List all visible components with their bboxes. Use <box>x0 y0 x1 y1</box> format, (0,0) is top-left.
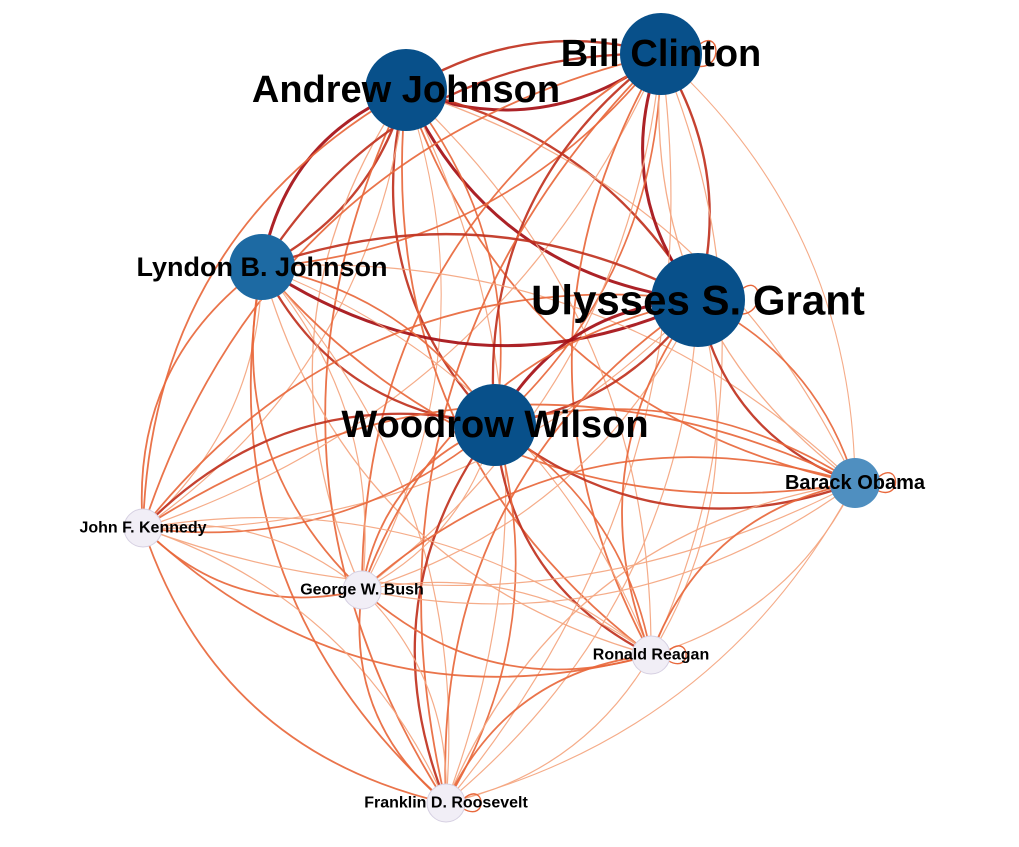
edge-ulysses-s-grant-franklin-d-roosevelt-1 <box>445 299 699 804</box>
edge-john-f-kennedy-ronald-reagan-1 <box>142 516 652 656</box>
edge-barack-obama-franklin-d-roosevelt-0 <box>445 482 856 804</box>
edge-lyndon-b-johnson-ulysses-s-grant-0 <box>260 265 700 348</box>
node-franklin-d-roosevelt[interactable] <box>426 783 466 823</box>
node-john-f-kennedy[interactable] <box>123 508 163 548</box>
edge-george-w-bush-franklin-d-roosevelt-1 <box>361 589 447 804</box>
edge-andrew-johnson-george-w-bush-0 <box>311 89 407 591</box>
edge-lyndon-b-johnson-ulysses-s-grant-1 <box>260 232 700 302</box>
node-bill-clinton[interactable] <box>620 13 702 95</box>
edge-john-f-kennedy-ronald-reagan-0 <box>142 527 652 678</box>
edge-andrew-johnson-barack-obama-0 <box>405 89 856 484</box>
node-ulysses-s-grant[interactable] <box>651 253 745 347</box>
edge-ulysses-s-grant-john-f-kennedy-0 <box>142 293 699 529</box>
edge-george-w-bush-franklin-d-roosevelt-0 <box>358 589 447 804</box>
edge-woodrow-wilson-john-f-kennedy-1 <box>142 424 496 534</box>
edge-ulysses-s-grant-john-f-kennedy-1 <box>142 299 699 529</box>
edge-john-f-kennedy-george-w-bush-1 <box>142 524 363 591</box>
edge-andrew-johnson-john-f-kennedy-1 <box>142 89 407 529</box>
edge-woodrow-wilson-barack-obama-0 <box>493 423 857 510</box>
edge-woodrow-wilson-franklin-d-roosevelt-0 <box>413 423 497 805</box>
edge-lyndon-b-johnson-barack-obama-1 <box>261 264 856 484</box>
edge-lyndon-b-johnson-woodrow-wilson-1 <box>261 266 496 426</box>
node-layer <box>123 13 880 823</box>
edge-andrew-johnson-ronald-reagan-0 <box>401 89 652 656</box>
edge-ulysses-s-grant-ronald-reagan-1 <box>650 299 718 656</box>
edge-andrew-johnson-ulysses-s-grant-0 <box>404 88 700 302</box>
edge-bill-clinton-john-f-kennedy-0 <box>142 53 662 529</box>
self-loop-ulysses-s-grant <box>739 284 759 315</box>
node-ronald-reagan[interactable] <box>631 635 671 675</box>
edge-george-w-bush-ronald-reagan-0 <box>361 589 652 671</box>
edge-andrew-johnson-barack-obama-1 <box>405 89 856 484</box>
edge-barack-obama-george-w-bush-1 <box>361 482 856 605</box>
edge-lyndon-b-johnson-franklin-d-roosevelt-0 <box>249 266 447 804</box>
edge-woodrow-wilson-john-f-kennedy-0 <box>141 412 497 530</box>
node-woodrow-wilson[interactable] <box>454 384 536 466</box>
self-loop-barack-obama <box>876 472 897 494</box>
edge-bill-clinton-franklin-d-roosevelt-0 <box>420 53 662 804</box>
node-barack-obama[interactable] <box>830 458 880 508</box>
self-loop-bill-clinton <box>697 39 717 68</box>
edge-ronald-reagan-franklin-d-roosevelt-0 <box>445 654 652 804</box>
edge-barack-obama-george-w-bush-0 <box>361 456 856 591</box>
edge-woodrow-wilson-franklin-d-roosevelt-1 <box>445 424 517 804</box>
edge-barack-obama-ronald-reagan-1 <box>650 482 856 656</box>
edge-lyndon-b-johnson-ronald-reagan-0 <box>261 266 652 656</box>
edge-bill-clinton-franklin-d-roosevelt-1 <box>445 53 672 804</box>
edge-ronald-reagan-franklin-d-roosevelt-1 <box>445 654 652 804</box>
edge-bill-clinton-george-w-bush-1 <box>361 53 662 591</box>
edge-lyndon-b-johnson-woodrow-wilson-0 <box>260 265 497 427</box>
edge-george-w-bush-ronald-reagan-1 <box>361 581 652 656</box>
edge-andrew-johnson-george-w-bush-1 <box>361 89 442 591</box>
edge-andrew-johnson-woodrow-wilson-1 <box>405 89 502 426</box>
edge-barack-obama-john-f-kennedy-1 <box>142 482 856 587</box>
edge-bill-clinton-george-w-bush-0 <box>361 53 662 591</box>
edge-ulysses-s-grant-george-w-bush-1 <box>361 299 699 591</box>
edge-bill-clinton-woodrow-wilson-1 <box>494 53 662 426</box>
edge-barack-obama-franklin-d-roosevelt-1 <box>445 482 856 804</box>
node-george-w-bush[interactable] <box>342 570 382 610</box>
edge-ulysses-s-grant-franklin-d-roosevelt-0 <box>444 299 699 804</box>
edge-ulysses-s-grant-ronald-reagan-0 <box>621 299 699 656</box>
edge-john-f-kennedy-franklin-d-roosevelt-1 <box>142 527 447 804</box>
edge-lyndon-b-johnson-barack-obama-0 <box>261 266 856 495</box>
edge-bill-clinton-barack-obama-1 <box>660 53 856 484</box>
edge-barack-obama-ronald-reagan-0 <box>650 482 856 656</box>
edge-andrew-johnson-woodrow-wilson-0 <box>391 88 497 427</box>
edge-bill-clinton-john-f-kennedy-1 <box>142 53 662 529</box>
node-andrew-johnson[interactable] <box>365 49 447 131</box>
edge-bill-clinton-ronald-reagan-1 <box>650 53 723 656</box>
edge-andrew-johnson-john-f-kennedy-0 <box>142 89 407 529</box>
edge-lyndon-b-johnson-john-f-kennedy-0 <box>140 266 263 529</box>
edge-bill-clinton-woodrow-wilson-0 <box>491 52 663 427</box>
edge-woodrow-wilson-ronald-reagan-0 <box>493 423 653 657</box>
edge-woodrow-wilson-ronald-reagan-1 <box>494 424 652 656</box>
node-lyndon-b-johnson[interactable] <box>229 234 295 300</box>
edge-john-f-kennedy-george-w-bush-0 <box>142 527 363 599</box>
edge-lyndon-b-johnson-franklin-d-roosevelt-1 <box>261 266 450 804</box>
edge-bill-clinton-lyndon-b-johnson-1 <box>261 53 662 268</box>
edge-woodrow-wilson-barack-obama-1 <box>494 408 856 484</box>
self-loop-ronald-reagan <box>667 645 687 665</box>
edge-john-f-kennedy-franklin-d-roosevelt-0 <box>142 527 447 804</box>
self-loop-franklin-d-roosevelt <box>462 793 482 813</box>
